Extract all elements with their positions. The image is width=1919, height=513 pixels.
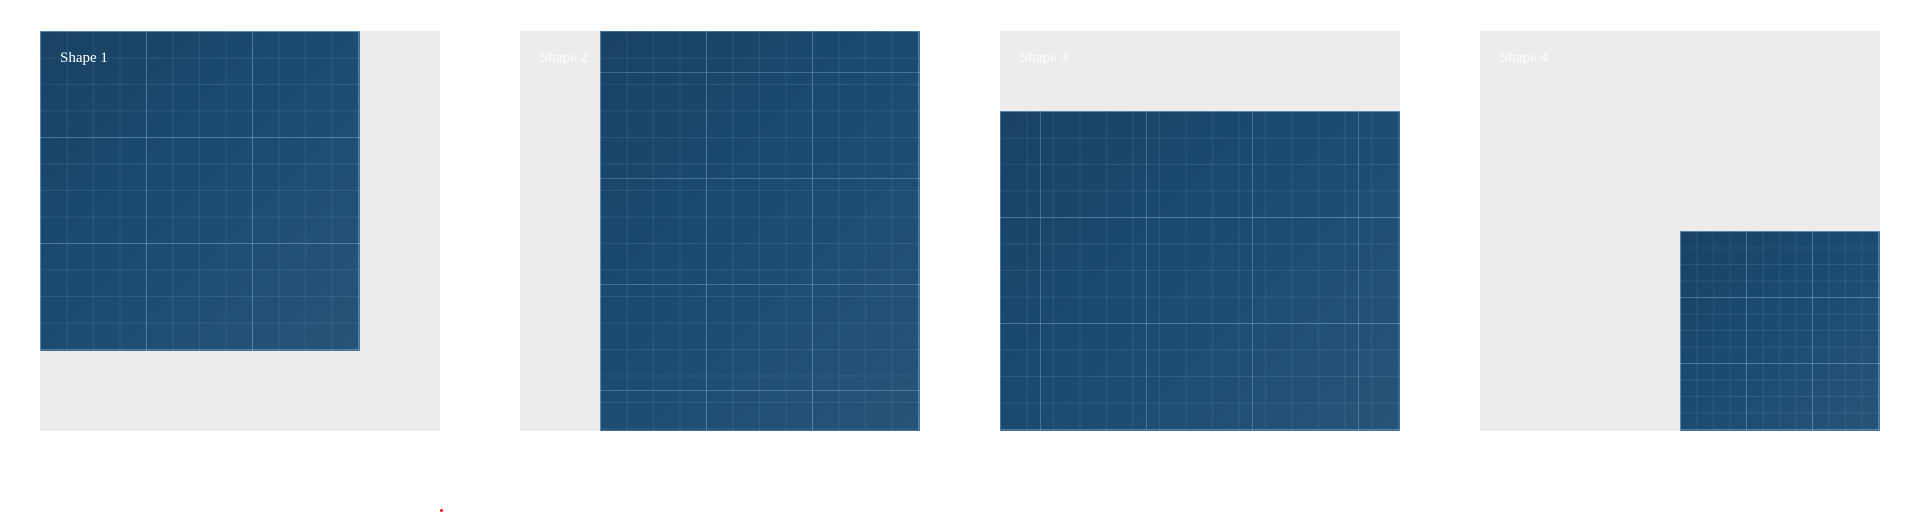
shape-label: Shape 2 [540,50,588,66]
marker-dot [440,509,443,512]
shape-label: Shape 1 [60,50,108,66]
shape-card-4: Shape 4 [1480,31,1880,431]
shape-card-3: Shape 3 [1000,31,1400,431]
blueprint-grid-image [600,31,920,431]
blueprint-grid-image [40,31,360,351]
shape-card-1: Shape 1 [40,31,440,431]
shape-label: Shape 3 [1020,50,1068,66]
blueprint-grid-image [1000,111,1400,431]
shape-label: Shape 4 [1500,50,1548,66]
shape-card-2: Shape 2 [520,31,920,431]
blueprint-grid-image [1680,231,1880,431]
